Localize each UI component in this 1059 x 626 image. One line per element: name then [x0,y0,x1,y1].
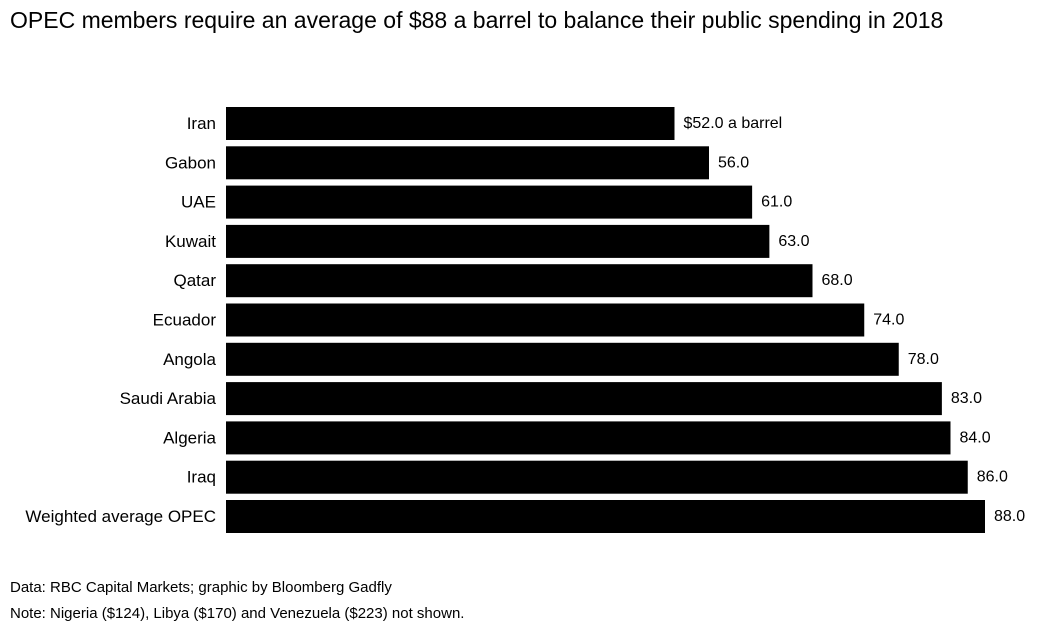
category-label-saudi-arabia: Saudi Arabia [120,389,217,408]
value-label-uae: 61.0 [761,194,792,211]
value-label-angola: 78.0 [908,351,939,368]
bar-ecuador [226,303,865,337]
value-label-ecuador: 74.0 [873,312,904,329]
value-label-algeria: 84.0 [960,429,991,446]
value-label-iran: $52.0 a barrel [684,115,783,132]
category-label-iran: Iran [187,114,216,133]
footnote: Note: Nigeria ($124), Libya ($170) and V… [10,605,465,622]
value-label-iraq: 86.0 [977,469,1008,486]
bar-chart: Iran $52.0 a barrel Gabon 56.0 UAE 61.0 Kuwait… [25,107,1025,533]
value-label-kuwait: 63.0 [778,233,809,250]
bar-saudi-arabia [226,382,942,416]
category-label-gabon: Gabon [165,153,216,172]
category-label-ecuador: Ecuador [153,311,217,330]
bar-uae [226,185,753,219]
category-label-algeria: Algeria [163,428,216,447]
category-label-angola: Angola [163,350,216,369]
bar-angola [226,342,899,376]
category-label-iraq: Iraq [187,468,216,487]
bar-gabon [226,146,709,180]
value-label-qatar: 68.0 [822,272,853,289]
value-label-weighted-average-opec: 88.0 [994,508,1025,525]
bar-algeria [226,421,951,455]
category-label-kuwait: Kuwait [165,232,216,251]
category-label-weighted-average-opec: Weighted average OPEC [25,507,216,526]
source-note: Data: RBC Capital Markets; graphic by Bl… [10,579,392,596]
bar-iran [226,107,675,140]
bar-iraq [226,460,968,494]
value-label-gabon: 56.0 [718,154,749,171]
value-label-saudi-arabia: 83.0 [951,390,982,407]
chart-title: OPEC members require an average of $88 a… [10,7,944,33]
category-label-uae: UAE [181,193,216,212]
bar-qatar [226,264,813,298]
bar-kuwait [226,224,770,258]
category-label-qatar: Qatar [173,271,216,290]
bar-weighted-average-opec [226,500,985,533]
